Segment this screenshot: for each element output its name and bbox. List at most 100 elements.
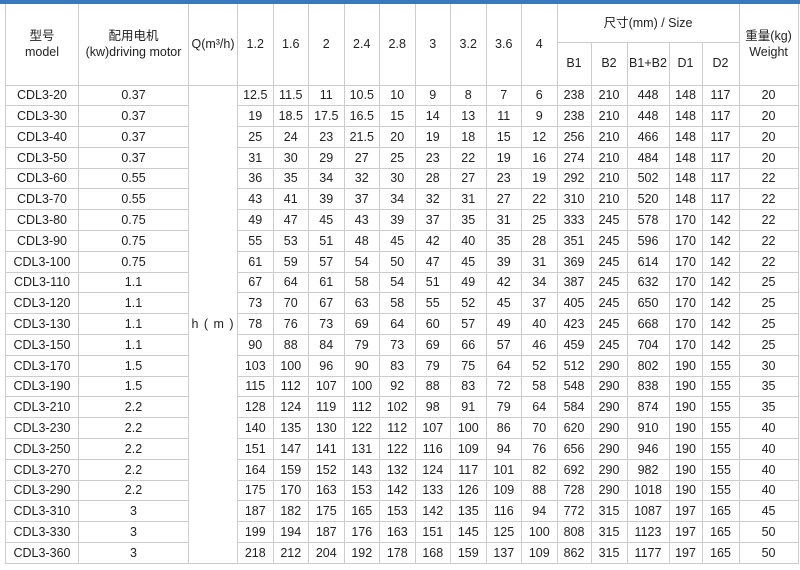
size-value-cell: 155	[701, 396, 740, 419]
head-value-cell: 43	[237, 188, 274, 211]
size-value-cell: 165	[701, 521, 740, 544]
head-value-cell: 100	[272, 354, 309, 377]
model-column-header-en: model	[24, 45, 60, 60]
size-value-cell: 290	[590, 375, 628, 398]
head-value-cell: 11	[485, 105, 522, 128]
model-cell: CDL3-50	[5, 146, 79, 169]
weight-cell: 50	[738, 521, 799, 544]
head-value-cell: 52	[521, 354, 558, 377]
weight-cell: 40	[738, 438, 799, 460]
head-value-cell: 112	[379, 417, 416, 440]
motor-column-header: 配用电机 (kw)driving motor	[78, 4, 189, 86]
head-value-cell: 164	[237, 458, 274, 481]
head-value-cell: 124	[272, 396, 309, 419]
model-cell: CDL3-290	[5, 479, 79, 502]
size-value-cell: 620	[556, 417, 592, 440]
model-cell: CDL3-130	[5, 313, 79, 336]
weight-cell: 22	[738, 230, 799, 252]
head-value-cell: 8	[450, 84, 487, 107]
head-value-cell: 57	[450, 313, 487, 336]
size-value-cell: 190	[668, 479, 703, 502]
head-value-cell: 16.5	[343, 105, 380, 128]
head-value-cell: 64	[521, 396, 558, 419]
head-value-cell: 28	[414, 167, 451, 190]
head-value-cell: 72	[485, 375, 522, 398]
size-value-cell: 808	[556, 521, 592, 544]
size-value-cell: 190	[668, 417, 703, 440]
size-value-cell: 466	[626, 126, 670, 148]
motor-power-cell: 0.37	[78, 146, 189, 169]
weight-cell: 25	[738, 292, 799, 315]
size-value-cell: 155	[701, 458, 740, 481]
head-value-cell: 117	[450, 458, 487, 481]
header-row-top: 型号 model 配用电机 (kw)driving motor Q(m³/h) …	[5, 4, 799, 86]
size-value-cell: 245	[590, 271, 628, 294]
head-value-cell: 32	[414, 188, 451, 211]
head-value-cell: 25	[379, 146, 416, 169]
head-value-cell: 75	[450, 354, 487, 377]
head-value-cell: 49	[485, 313, 522, 336]
table-row: CDL3-20 0.37 h ( m ) 12.5 11.5 11 10.5 10 9 8 7 6 23…	[5, 84, 799, 564]
size-value-cell: 656	[556, 438, 592, 460]
weight-cell: 35	[738, 375, 799, 398]
head-value-cell: 50	[379, 250, 416, 273]
head-value-cell: 57	[308, 250, 345, 273]
head-value-cell: 32	[343, 167, 380, 190]
model-cell: CDL3-190	[5, 375, 79, 398]
size-value-cell: 190	[668, 438, 703, 460]
weight-cell: 22	[738, 250, 799, 273]
head-value-cell: 49	[450, 271, 487, 294]
size-value-cell: 190	[668, 458, 703, 481]
motor-power-cell: 0.75	[78, 209, 189, 232]
head-value-cell: 194	[272, 521, 309, 544]
motor-power-cell: 1.1	[78, 313, 189, 336]
weight-cell: 20	[738, 146, 799, 169]
weight-cell: 20	[738, 126, 799, 148]
head-value-cell: 24	[272, 126, 309, 148]
head-value-cell: 109	[521, 542, 558, 564]
size-value-cell: 170	[668, 334, 703, 356]
table-header: 型号 model 配用电机 (kw)driving motor Q(m³/h) …	[5, 4, 799, 86]
head-value-cell: 64	[379, 313, 416, 336]
head-value-cell: 23	[308, 126, 345, 148]
head-value-cell: 42	[485, 271, 522, 294]
size-value-cell: 387	[556, 271, 592, 294]
head-value-cell: 47	[272, 209, 309, 232]
head-value-cell: 45	[450, 250, 487, 273]
head-value-cell: 15	[485, 126, 522, 148]
table-row: CDL3-90 0.75 55 53 51 48 45 42 40 35 28 351 245 596 17…	[5, 230, 799, 252]
size-value-cell: 148	[668, 167, 703, 190]
table-row: CDL3-70 0.55 43 41 39 37 34 32 31 27 22 310 210 520 14…	[5, 188, 799, 211]
size-value-cell: 117	[701, 167, 740, 190]
model-cell: CDL3-360	[5, 542, 79, 564]
weight-cell: 22	[738, 209, 799, 232]
head-value-cell: 131	[343, 438, 380, 460]
head-value-cell: 67	[308, 292, 345, 315]
head-value-cell: 37	[414, 209, 451, 232]
size-value-cell: 245	[590, 250, 628, 273]
table-row: CDL3-310 3 187 182 175 165 153 142 135 116 94 772 31…	[5, 500, 799, 523]
table-row: CDL3-110 1.1 67 64 61 58 54 51 49 42 34 387 245 632 17…	[5, 271, 799, 294]
head-value-cell: 178	[379, 542, 416, 564]
size-value-cell: 520	[626, 188, 670, 211]
model-cell: CDL3-310	[5, 500, 79, 523]
head-value-cell: 187	[237, 500, 274, 523]
size-group-header: 尺寸(mm) / Size	[556, 4, 740, 43]
motor-power-cell: 3	[78, 500, 189, 523]
head-value-cell: 100	[450, 417, 487, 440]
size-value-cell: 210	[590, 146, 628, 169]
size-value-cell: 245	[590, 313, 628, 336]
size-value-cell: 1018	[626, 479, 670, 502]
head-value-cell: 142	[414, 500, 451, 523]
head-value-cell: 61	[237, 250, 274, 273]
table-row: CDL3-150 1.1 90 88 84 79 73 69 66 57 46 459 245 704 17…	[5, 334, 799, 356]
head-value-cell: 64	[485, 354, 522, 377]
head-value-cell: 128	[237, 396, 274, 419]
size-value-cell: 1177	[626, 542, 670, 564]
head-value-cell: 34	[379, 188, 416, 211]
weight-cell: 25	[738, 313, 799, 336]
motor-power-cell: 0.37	[78, 126, 189, 148]
weight-cell: 35	[738, 396, 799, 419]
size-value-cell: 290	[590, 354, 628, 377]
model-cell: CDL3-330	[5, 521, 79, 544]
